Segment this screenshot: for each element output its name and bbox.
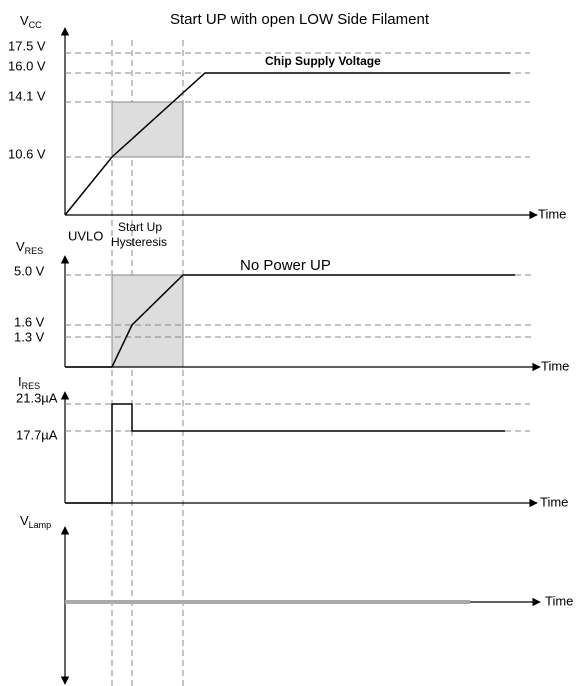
signal	[65, 403, 505, 504]
hysteresis-box	[111, 101, 184, 158]
hysteresis-box	[111, 274, 184, 368]
panel-label: VRES	[16, 239, 43, 256]
phase-label: Start Up	[118, 220, 162, 234]
axis-label: Time	[545, 593, 573, 608]
axis-label: Time	[541, 358, 569, 373]
axis-label: Time	[538, 206, 566, 221]
level-label: 14.1 V	[8, 88, 46, 103]
panel-label: IRES	[18, 374, 40, 391]
phase-label: Hysteresis	[111, 235, 167, 249]
level-label: 5.0 V	[14, 263, 45, 278]
panel-label: VLamp	[20, 513, 51, 530]
phase-label: UVLO	[68, 228, 103, 243]
level-label: 21.3µA	[16, 390, 58, 405]
level-label: 17.7µA	[16, 427, 58, 442]
level-label: 1.3 V	[14, 329, 45, 344]
signal	[64, 72, 510, 216]
annotation: No Power UP	[240, 257, 331, 274]
level-label: 1.6 V	[14, 314, 45, 329]
panel-label: VCC	[20, 13, 42, 30]
level-label: 17.5 V	[8, 38, 46, 53]
axis-label: Time	[540, 494, 568, 509]
level-label: 10.6 V	[8, 146, 46, 161]
level-label: 16.0 V	[8, 58, 46, 73]
title: Start UP with open LOW Side Filament	[170, 11, 430, 28]
signal	[65, 274, 515, 368]
annotation: Chip Supply Voltage	[265, 54, 381, 68]
